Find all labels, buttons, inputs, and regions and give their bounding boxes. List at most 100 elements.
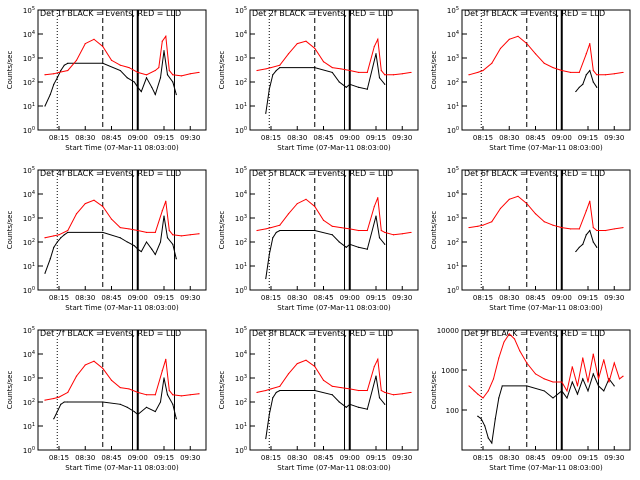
series-events-point	[53, 83, 55, 85]
panel-det-7: Det 7f BLACK = Events, RED = LLD Counts/s…	[6, 326, 207, 472]
series-lld-point	[534, 373, 537, 375]
y-tick-label: 101	[447, 262, 459, 271]
series-lld-point	[110, 379, 113, 381]
x-tick-label: 09:30	[392, 134, 412, 142]
series-lld-point	[578, 228, 580, 230]
series-events-line	[575, 229, 598, 252]
panel-title: Det 3f BLACK = Events, RED = LLD	[464, 9, 605, 18]
series-events-point	[378, 237, 381, 239]
series-events-point	[331, 234, 333, 236]
panel-title: Det 2f BLACK = Events, RED = LLD	[252, 9, 393, 18]
series-lld-point	[172, 394, 174, 396]
series-lld-point	[44, 399, 46, 401]
x-tick-label: 09:15	[578, 134, 598, 142]
series-events-point	[582, 243, 584, 245]
series-events-point	[151, 86, 153, 88]
series-lld-point	[585, 210, 587, 212]
series-events-point	[338, 401, 340, 403]
x-tick-label: 09:00	[552, 454, 572, 462]
x-axis-label: Start Time (07-Mar-11 08:03:00)	[65, 304, 179, 312]
x-tick-label: 08:45	[313, 294, 333, 302]
plot-frame	[461, 169, 631, 291]
series-lld-point	[468, 226, 470, 229]
panel-title: Det 6f BLACK = Events, RED = LLD	[464, 169, 605, 178]
plot-frame	[249, 329, 419, 451]
series-events-point	[126, 241, 128, 243]
panel-det-9: Det 9f BLACK = Events, RED = LLD Counts/s…	[430, 327, 631, 472]
series-events-point	[175, 418, 177, 420]
y-axis-label: Counts/sec	[6, 371, 14, 410]
x-tick-label: 08:45	[101, 454, 121, 462]
x-tick-label: 09:00	[128, 294, 148, 302]
series-lld-point	[543, 62, 545, 64]
plot-frame	[37, 9, 207, 131]
series-events-point	[314, 389, 316, 392]
series-lld-point	[622, 226, 624, 229]
x-axis-label: Start Time (07-Mar-11 08:03:00)	[489, 144, 603, 152]
series-lld-point	[44, 237, 46, 239]
panel-det-6: Det 6f BLACK = Events, RED = LLD Counts/s…	[430, 166, 631, 312]
x-axis-label: Start Time (07-Mar-11 08:03:00)	[65, 464, 179, 472]
series-lld-point	[373, 205, 375, 208]
series-events-point	[384, 243, 386, 245]
series-events-point	[63, 401, 65, 403]
x-tick-label: 08:45	[101, 134, 121, 142]
series-lld-point	[392, 74, 395, 76]
series-events-point	[477, 415, 479, 417]
series-lld-point	[265, 228, 267, 230]
y-tick-label: 105	[23, 326, 35, 335]
series-events-point	[67, 231, 69, 234]
series-events-point	[596, 246, 598, 248]
series-lld-point	[168, 389, 170, 392]
series-lld-point	[482, 224, 484, 226]
series-lld-point	[552, 224, 554, 226]
series-events-point	[67, 62, 69, 64]
series-lld-point	[102, 205, 104, 208]
series-lld-point	[145, 74, 148, 76]
series-lld-point	[119, 386, 121, 389]
series-lld-point	[482, 69, 484, 72]
series-events-point	[175, 258, 177, 260]
series-lld-point	[53, 397, 55, 400]
series-lld-point	[508, 198, 510, 200]
series-lld-point	[569, 228, 572, 230]
series-lld-point	[604, 229, 607, 232]
series-events-point	[133, 410, 135, 413]
series-lld-point	[349, 228, 351, 230]
x-tick-label: 08:30	[75, 294, 95, 302]
series-lld-point	[357, 71, 360, 74]
x-tick-label: 09:15	[154, 134, 174, 142]
y-tick-label: 100	[235, 286, 247, 295]
series-events-point	[491, 442, 493, 444]
x-tick-label: 09:30	[604, 454, 624, 462]
series-events-point	[265, 112, 267, 114]
series-lld-point	[93, 199, 95, 201]
series-lld-point	[128, 388, 130, 390]
series-lld-point	[589, 200, 591, 202]
x-axis-label: Start Time (07-Mar-11 08:03:00)	[277, 144, 391, 152]
x-tick-label: 08:30	[499, 454, 519, 462]
series-events-point	[140, 90, 142, 93]
series-lld-point	[499, 47, 502, 50]
x-tick-label: 08:30	[75, 454, 95, 462]
series-events-point	[345, 86, 347, 88]
plot-frame	[249, 169, 419, 291]
series-events-point	[279, 229, 281, 232]
series-events-point	[53, 418, 55, 420]
series-events-point	[575, 250, 577, 253]
panel-det-5: Det 5f BLACK = Events, RED = LLD Counts/s…	[218, 166, 419, 312]
series-lld-point	[589, 42, 591, 45]
series-lld-point	[468, 74, 470, 76]
y-axis-label: Counts/sec	[430, 51, 438, 90]
series-lld-line	[256, 37, 412, 76]
x-tick-label: 08:45	[525, 294, 545, 302]
series-lld-point	[468, 385, 470, 387]
x-tick-label: 09:30	[604, 294, 624, 302]
x-tick-label: 08:45	[101, 294, 121, 302]
panel-title: Det 5f BLACK = Events, RED = LLD	[252, 169, 393, 178]
x-tick-label: 09:15	[578, 454, 598, 462]
series-lld-point	[543, 221, 545, 223]
x-tick-label: 08:30	[499, 294, 519, 302]
series-events-point	[331, 394, 333, 396]
